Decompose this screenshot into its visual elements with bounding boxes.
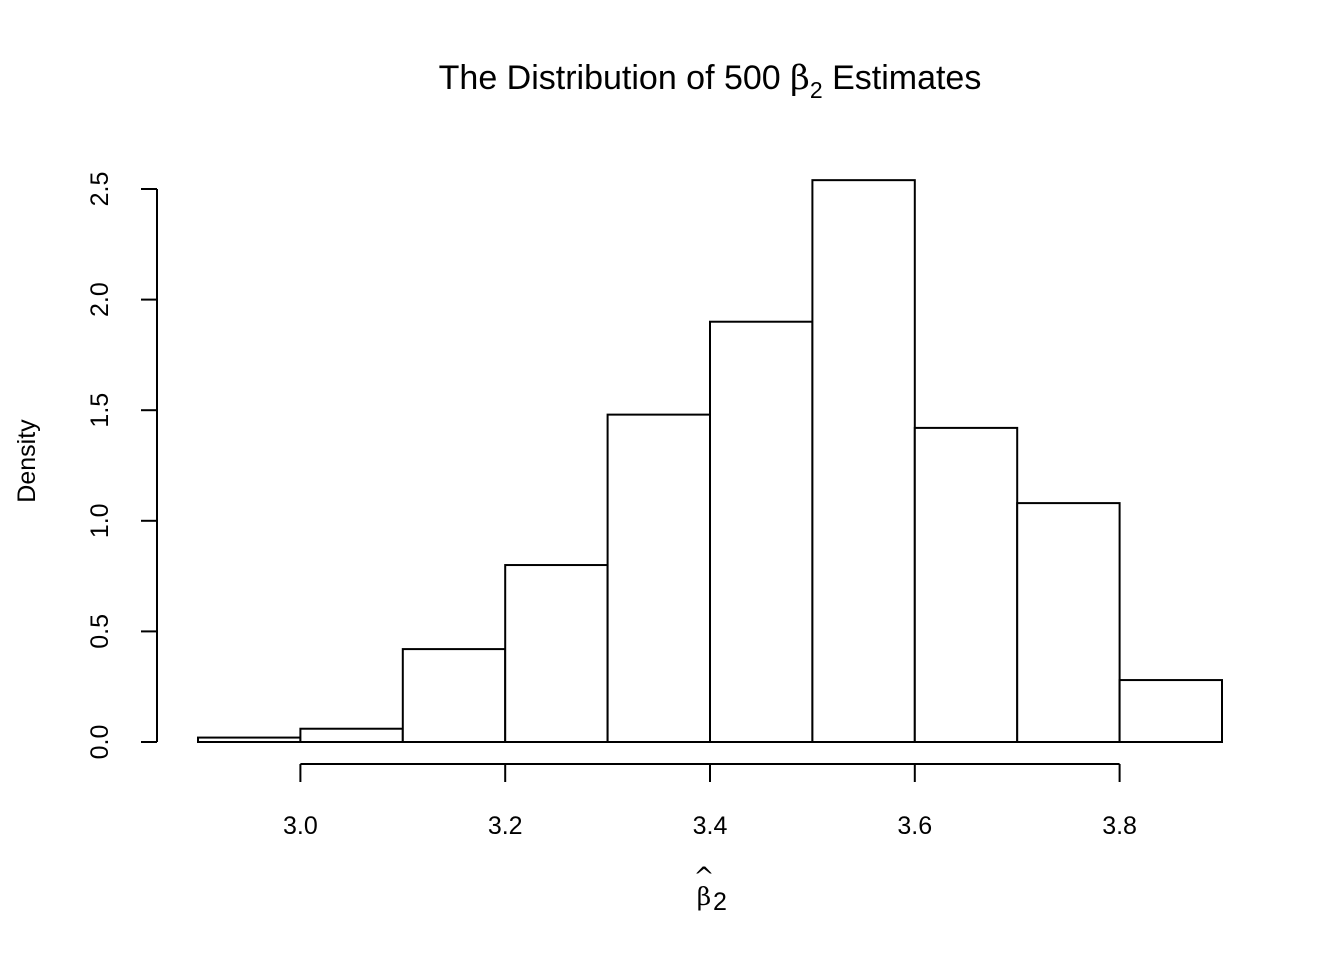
histogram-bar-6 <box>709 320 814 743</box>
x-axis-label-subscript: 2 <box>713 888 727 916</box>
x-tick-label: 3.2 <box>488 812 523 840</box>
x-axis-label: ^ β 2 <box>694 862 727 916</box>
histogram-bar-3 <box>401 648 507 744</box>
x-tick-label: 3.4 <box>693 812 728 840</box>
x-tick-label: 3.6 <box>897 812 932 840</box>
y-axis: 0.0 0.5 1.0 1.5 2.0 2.5 <box>86 172 158 760</box>
chart-title-subscript: 2 <box>810 77 823 103</box>
chart-title-prefix: The Distribution of 500 <box>439 59 791 97</box>
x-tick-label: 3.0 <box>283 812 318 840</box>
histogram-bar-1 <box>197 736 302 743</box>
histogram-bar-5 <box>606 413 711 743</box>
y-axis-label: Density <box>13 419 41 503</box>
y-tick-label: 1.5 <box>86 393 114 428</box>
y-tick-label: 2.0 <box>86 282 114 317</box>
y-tick-label: 1.0 <box>86 503 114 538</box>
histogram-bar-7 <box>811 179 916 744</box>
histogram-bar-2 <box>299 727 404 744</box>
histogram-bar-4 <box>504 564 609 743</box>
x-axis-label-hat: ^ <box>694 862 715 891</box>
chart-title-beta-symbol: β <box>790 58 810 98</box>
y-tick-label: 0.0 <box>86 725 114 760</box>
histogram-bar-10 <box>1118 679 1223 744</box>
y-tick-label: 2.5 <box>86 172 114 207</box>
histogram-bar-9 <box>1016 502 1121 743</box>
histogram-bars <box>197 179 1223 744</box>
y-tick-label: 0.5 <box>86 614 114 649</box>
chart-title: The Distribution of 500 β2 Estimates <box>439 58 982 103</box>
x-axis: 3.0 3.2 3.4 3.6 3.8 <box>283 763 1137 840</box>
x-axis-label-beta-symbol: β <box>697 882 711 911</box>
histogram-bar-8 <box>913 426 1019 743</box>
x-tick-label: 3.8 <box>1102 812 1137 840</box>
chart-title-suffix: Estimates <box>823 59 982 97</box>
